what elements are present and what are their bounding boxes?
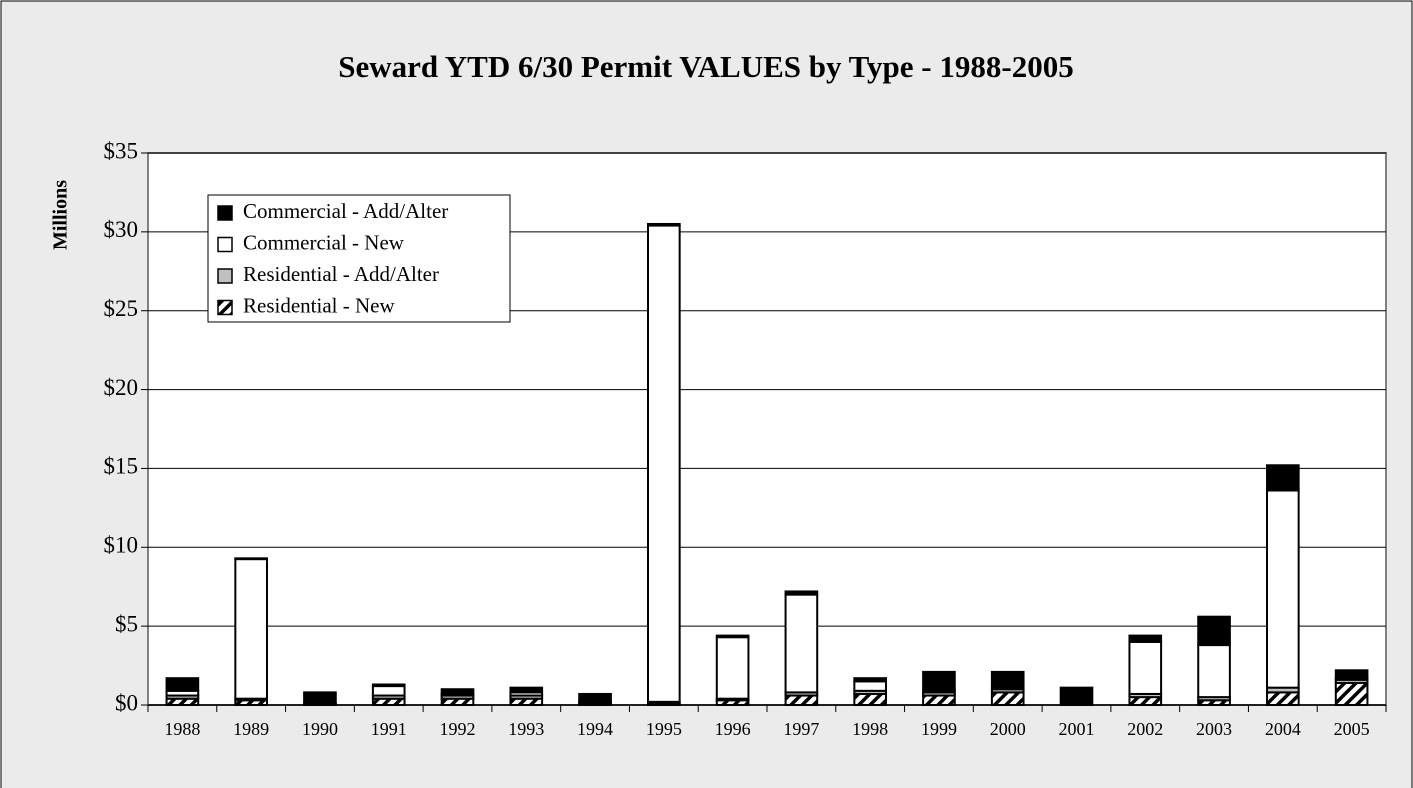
x-tick-label: 2003 (1196, 719, 1232, 739)
bar-segment (371, 683, 406, 688)
bar-segment (922, 670, 956, 692)
legend-label: Commercial - Add/Alter (243, 199, 448, 223)
bar-segment (509, 686, 544, 694)
bar-segment (1266, 691, 1300, 707)
x-tick-label: 1996 (715, 719, 751, 739)
legend-swatch (217, 268, 233, 284)
bar-segment (1266, 489, 1300, 689)
y-tick-label: $30 (104, 217, 139, 242)
bar-segment (647, 224, 681, 703)
x-tick-label: 2001 (1059, 719, 1095, 739)
bar-segment (165, 677, 200, 692)
legend-box (207, 194, 511, 323)
bar-segment (990, 691, 1025, 707)
chart-title: Seward YTD 6/30 Permit VALUES by Type - … (338, 49, 1073, 84)
bar-segment (1128, 696, 1163, 706)
bar-segment (234, 557, 268, 561)
legend-label: Residential - New (243, 293, 395, 317)
legend-swatch (217, 236, 233, 253)
bar-segment (853, 677, 887, 683)
x-tick-label: 1993 (508, 719, 544, 739)
y-tick-label: $15 (104, 454, 139, 479)
legend-label: Commercial - New (243, 230, 405, 254)
bar-segment (371, 685, 406, 697)
x-tick-label: 1995 (646, 719, 682, 739)
x-tick-label: 1991 (371, 719, 407, 739)
bar-segment (715, 636, 750, 700)
legend-swatch (217, 299, 233, 316)
legend-label: Residential - Add/Alter (243, 262, 439, 286)
bar-segment (1197, 644, 1231, 699)
bar-segment (853, 692, 887, 707)
x-tick-label: 1988 (164, 719, 200, 739)
bar-segment (303, 691, 337, 705)
y-axis-label: Millions (50, 180, 72, 250)
bar-segment (440, 688, 475, 695)
legend-swatch (217, 205, 233, 221)
x-tick-label: 1990 (302, 719, 338, 739)
x-tick-label: 2005 (1334, 719, 1370, 739)
bar-segment (1128, 640, 1163, 695)
bar-segment (1266, 464, 1300, 492)
bar-segment (784, 593, 819, 694)
y-tick-label: $10 (104, 533, 139, 558)
x-tick-label: 1997 (783, 719, 819, 739)
x-tick-label: 1998 (852, 719, 888, 739)
bar-segment (1334, 669, 1369, 680)
bar-segment (1197, 615, 1231, 647)
x-tick-label: 2000 (990, 719, 1026, 739)
bar-segment (715, 634, 750, 639)
bar-segment (234, 558, 268, 700)
x-tick-label: 2004 (1265, 719, 1301, 739)
bar-segment (990, 670, 1025, 689)
bar-segment (784, 590, 819, 596)
bar-segment (784, 694, 819, 707)
bar-segment (1128, 634, 1163, 643)
x-tick-label: 2002 (1127, 719, 1163, 739)
x-tick-label: 1994 (577, 719, 613, 739)
x-tick-label: 1989 (233, 719, 269, 739)
y-tick-label: $35 (104, 138, 139, 163)
bar-segment (647, 222, 681, 227)
y-tick-label: $0 (115, 690, 138, 715)
y-tick-label: $25 (104, 296, 139, 321)
bar-segment (1334, 681, 1369, 706)
bar-segment (853, 680, 887, 692)
x-tick-label: 1992 (440, 719, 476, 739)
x-tick-label: 1999 (921, 719, 957, 739)
y-tick-label: $5 (115, 611, 138, 636)
bar-segment (1059, 686, 1094, 706)
bar-segment (922, 694, 956, 707)
y-tick-label: $20 (104, 375, 139, 400)
bar-segment (578, 692, 612, 702)
